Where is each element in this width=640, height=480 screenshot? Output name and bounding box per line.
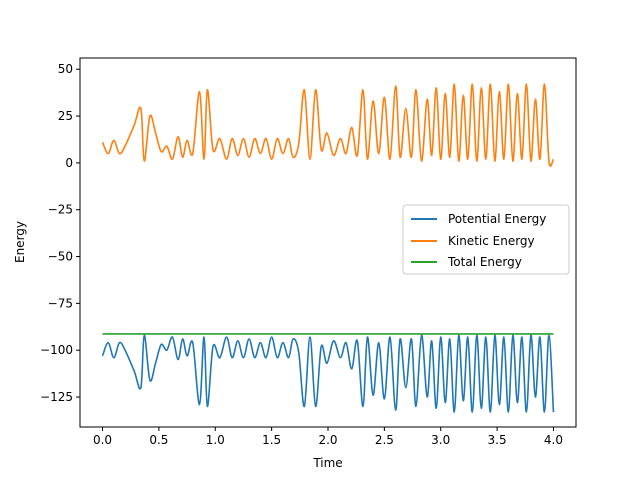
x-axis-label: Time [312, 456, 342, 470]
legend-label-total-energy: Total Energy [447, 255, 522, 269]
y-axis-label: Energy [13, 221, 27, 263]
x-tick-label: 4.0 [544, 433, 563, 447]
y-tick-label: 0 [65, 156, 73, 170]
x-tick-label: 1.5 [262, 433, 281, 447]
series-line-kinetic-energy [101, 83, 555, 167]
y-tick-label: −100 [40, 343, 73, 357]
x-tick-label: 3.5 [488, 433, 507, 447]
y-tick-label: 50 [58, 62, 73, 76]
y-tick-label: −50 [48, 250, 73, 264]
y-tick-label: −125 [40, 390, 73, 404]
x-tick-label: 1.0 [206, 433, 225, 447]
y-tick-label: 25 [58, 109, 73, 123]
legend-label-potential-energy: Potential Energy [448, 212, 546, 226]
x-tick-label: 0.5 [149, 433, 168, 447]
legend: Potential Energy Kinetic Energy Total En… [402, 204, 570, 275]
x-tick-label: 3.0 [431, 433, 450, 447]
x-tick-label: 0.0 [93, 433, 112, 447]
legend-label-kinetic-energy: Kinetic Energy [448, 234, 535, 248]
axis-ticks: 0.0 0.5 1.0 1.5 2.0 2.5 3.0 3.5 4.0 −125 −100 −75 −5… [40, 62, 563, 447]
x-tick-label: 2.5 [375, 433, 394, 447]
plot-area [101, 83, 555, 413]
x-tick-label: 2.0 [318, 433, 337, 447]
series-line-potential-energy [101, 334, 555, 413]
y-tick-label: −75 [48, 296, 73, 310]
legend-box [402, 204, 570, 275]
y-tick-label: −25 [48, 203, 73, 217]
